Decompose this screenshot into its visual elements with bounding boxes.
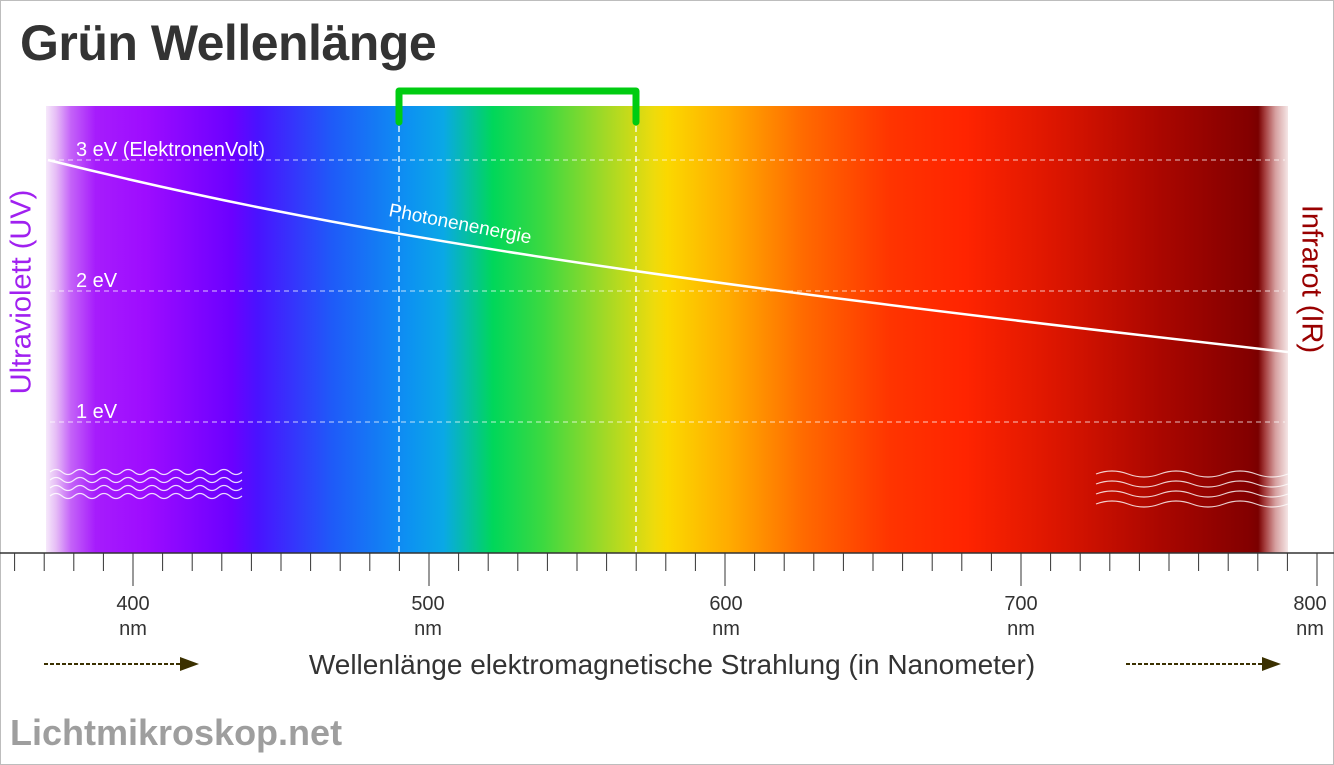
photon-energy-curve bbox=[47, 158, 1289, 354]
green-range-markers bbox=[398, 106, 637, 553]
tick-unit-600: nm bbox=[712, 618, 740, 640]
uv-wave-icon bbox=[49, 468, 243, 500]
tick-label-700: 700 bbox=[1004, 593, 1037, 615]
tick-unit-800: nm bbox=[1296, 618, 1324, 640]
energy-label-3ev: 3 eV (ElektronenVolt) bbox=[76, 139, 265, 161]
spectrum-band bbox=[46, 106, 1288, 553]
tick-unit-700: nm bbox=[1007, 618, 1035, 640]
uv-label: Ultraviolett (UV) bbox=[5, 189, 38, 395]
axis-title: Wellenlänge elektromagnetische Strahlung… bbox=[309, 649, 1035, 680]
energy-label-1ev: 1 eV bbox=[76, 401, 118, 423]
tick-label-500: 500 bbox=[411, 593, 444, 615]
tick-unit-500: nm bbox=[414, 618, 442, 640]
axis-ticks bbox=[14, 553, 1318, 586]
site-watermark: Lichtmikroskop.net bbox=[10, 712, 343, 753]
right-arrow-icon bbox=[1126, 657, 1281, 671]
energy-gridlines bbox=[50, 159, 1285, 423]
tick-unit-400: nm bbox=[119, 618, 147, 640]
axis-tick-labels: 400 nm 500 nm 600 nm 700 nm 800 nm bbox=[116, 593, 1326, 640]
energy-label-2ev: 2 eV bbox=[76, 270, 118, 292]
left-arrow-icon bbox=[44, 657, 199, 671]
tick-label-400: 400 bbox=[116, 593, 149, 615]
ir-label: Infrarot (IR) bbox=[1295, 204, 1328, 354]
green-range-bracket bbox=[395, 87, 640, 126]
tick-label-800: 800 bbox=[1293, 593, 1326, 615]
page-title: Grün Wellenlänge bbox=[20, 15, 437, 71]
tick-label-600: 600 bbox=[709, 593, 742, 615]
ir-wave-icon bbox=[1095, 470, 1289, 508]
